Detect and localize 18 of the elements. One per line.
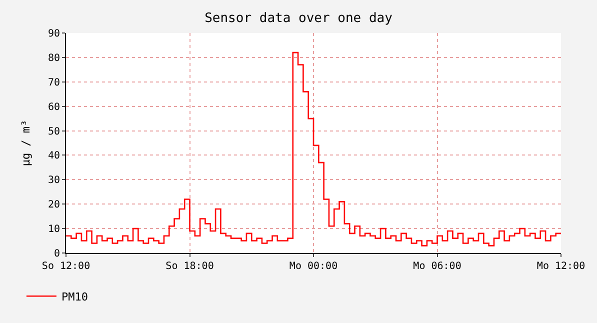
y-tick-label: 20	[48, 200, 60, 211]
x-tick-label: Mo 06:00	[413, 261, 462, 272]
y-tick-label: 80	[48, 52, 60, 64]
chart-title: Sensor data over one day	[204, 11, 393, 26]
y-tick-label: 60	[48, 102, 60, 113]
x-tick-label: So 18:00	[166, 261, 214, 272]
y-axis-title: µg / m³	[20, 120, 33, 166]
y-tick-label: 90	[48, 28, 60, 40]
x-tick-label: Mo 00:00	[289, 261, 338, 272]
x-tick-label: So 12:00	[42, 261, 90, 272]
y-tick-label: 40	[48, 150, 60, 162]
y-tick-label: 50	[48, 126, 60, 138]
legend-label: PM10	[61, 290, 88, 304]
y-tick-label: 10	[48, 224, 60, 236]
x-tick-label: Mo 12:00	[536, 261, 586, 272]
y-tick-label: 70	[48, 77, 60, 88]
y-tick-label: 30	[48, 175, 60, 186]
y-tick-label: 0	[54, 248, 60, 260]
